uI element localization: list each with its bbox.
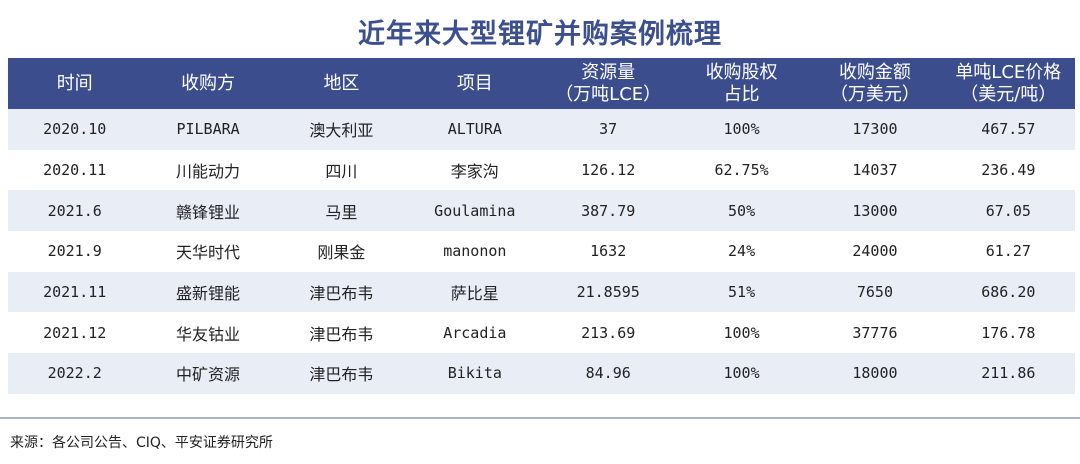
table-cell: 100% — [674, 353, 809, 394]
table-cell: 四川 — [274, 149, 409, 191]
column-header-line2: （万吨LCE） — [555, 83, 662, 105]
table-cell: 24000 — [808, 231, 942, 272]
table-cell: PILBARA — [141, 109, 275, 150]
column-header-line1: 时间 — [56, 72, 93, 94]
column-header-line1: 收购方 — [181, 72, 236, 94]
table-cell: 津巴布韦 — [274, 353, 409, 394]
table-cell: 126.12 — [541, 149, 675, 191]
table-cell: 澳大利亚 — [274, 109, 409, 150]
table-cell: 467.57 — [941, 109, 1075, 150]
table-cell: 211.86 — [941, 353, 1075, 394]
table-row: 2021.6 赣锋锂业 马里 Goulamina 387.79 50% 13000 67.05 — [8, 190, 1075, 232]
column-header-line2: 占比 — [723, 83, 760, 105]
column-header-line1: 地区 — [323, 72, 360, 94]
table-cell: 236.49 — [941, 149, 1075, 191]
table-cell: 686.20 — [941, 271, 1075, 313]
column-header-line2: （美元/吨） — [960, 83, 1057, 105]
table-cell: 华友钴业 — [141, 312, 275, 354]
table-cell: 津巴布韦 — [274, 271, 409, 313]
table-cell: 2020.10 — [8, 109, 142, 150]
table-row: 2020.11 川能动力 四川 李家沟 126.12 62.75% 14037 236.49 — [8, 149, 1075, 191]
table-cell: 176.78 — [941, 312, 1075, 354]
table-cell: manonon — [408, 231, 542, 272]
column-header-line1: 单吨LCE价格 — [955, 61, 1062, 83]
table-cell: 中矿资源 — [141, 353, 275, 394]
table-cell: 213.69 — [541, 312, 675, 354]
table-cell: 17300 — [808, 109, 942, 150]
column-header: 时间 — [8, 58, 142, 109]
table-cell: Bikita — [408, 353, 542, 394]
table-cell: 50% — [674, 190, 809, 232]
divider — [0, 417, 1080, 419]
column-header: 资源量 （万吨LCE） — [541, 58, 675, 109]
table-cell: 川能动力 — [141, 149, 275, 191]
table-cell: ALTURA — [408, 109, 542, 150]
table-cell: 62.75% — [674, 149, 809, 191]
table-cell: 2022.2 — [8, 353, 142, 394]
table-cell: 14037 — [808, 149, 942, 191]
table-cell: Arcadia — [408, 312, 542, 354]
table-cell: 37776 — [808, 312, 942, 354]
table-header-row: 时间 收购方 地区 项目 资源量 （万吨LCE） 收购股权 占比 收购金额 （万美元） 单吨LCE价… — [8, 58, 1075, 109]
column-header: 地区 — [274, 58, 409, 109]
table-cell: Goulamina — [408, 190, 542, 232]
table-row: 2021.9 天华时代 刚果金 manonon 1632 24% 24000 61.27 — [8, 231, 1075, 272]
table-row: 2021.12 华友钴业 津巴布韦 Arcadia 213.69 100% 37776 176… — [8, 312, 1075, 354]
table-cell: 37 — [541, 109, 675, 150]
table-cell: 李家沟 — [408, 149, 542, 191]
table-cell: 18000 — [808, 353, 942, 394]
acquisition-table: 时间 收购方 地区 项目 资源量 （万吨LCE） 收购股权 占比 收购金额 （万美元） 单吨LCE价… — [8, 58, 1075, 394]
column-header: 收购金额 （万美元） — [808, 58, 942, 109]
table-cell: 马里 — [274, 190, 409, 232]
table-row: 2021.11 盛新锂能 津巴布韦 萨比星 21.8595 51% 7650 686.20 — [8, 271, 1075, 313]
table-cell: 387.79 — [541, 190, 675, 232]
table-cell: 51% — [674, 271, 809, 313]
source-note: 来源：各公司公告、CIQ、平安证券研究所 — [10, 435, 273, 451]
table-row: 2020.10 PILBARA 澳大利亚 ALTURA 37 100% 17300 467.5… — [8, 109, 1075, 150]
column-header-line1: 收购股权 — [705, 61, 778, 83]
table-cell: 100% — [674, 109, 809, 150]
table-cell: 67.05 — [941, 190, 1075, 232]
table-cell: 萨比星 — [408, 271, 542, 313]
column-header-line1: 收购金额 — [838, 61, 911, 83]
table-cell: 13000 — [808, 190, 942, 232]
page-title: 近年来大型锂矿并购案例梳理 — [358, 19, 722, 50]
column-header: 项目 — [408, 58, 542, 109]
column-header: 收购方 — [141, 58, 275, 109]
table-cell: 84.96 — [541, 353, 675, 394]
table-cell: 2021.9 — [8, 231, 142, 272]
column-header: 收购股权 占比 — [674, 58, 809, 109]
table-cell: 刚果金 — [274, 231, 409, 272]
table-cell: 盛新锂能 — [141, 271, 275, 313]
table-cell: 天华时代 — [141, 231, 275, 272]
column-header-line2: （万美元） — [829, 83, 920, 105]
table-cell: 100% — [674, 312, 809, 354]
table-cell: 7650 — [808, 271, 942, 313]
column-header-line1: 资源量 — [581, 61, 636, 83]
column-header: 单吨LCE价格 （美元/吨） — [941, 58, 1075, 109]
column-header-line1: 项目 — [456, 72, 493, 94]
table-cell: 2021.12 — [8, 312, 142, 354]
table-cell: 津巴布韦 — [274, 312, 409, 354]
table-cell: 2021.11 — [8, 271, 142, 313]
table-row: 2022.2 中矿资源 津巴布韦 Bikita 84.96 100% 18000 211.86 — [8, 353, 1075, 394]
table-cell: 赣锋锂业 — [141, 190, 275, 232]
table-cell: 2021.6 — [8, 190, 142, 232]
table-cell: 21.8595 — [541, 271, 675, 313]
table-cell: 2020.11 — [8, 149, 142, 191]
table-cell: 61.27 — [941, 231, 1075, 272]
table-cell: 1632 — [541, 231, 675, 272]
table-cell: 24% — [674, 231, 809, 272]
